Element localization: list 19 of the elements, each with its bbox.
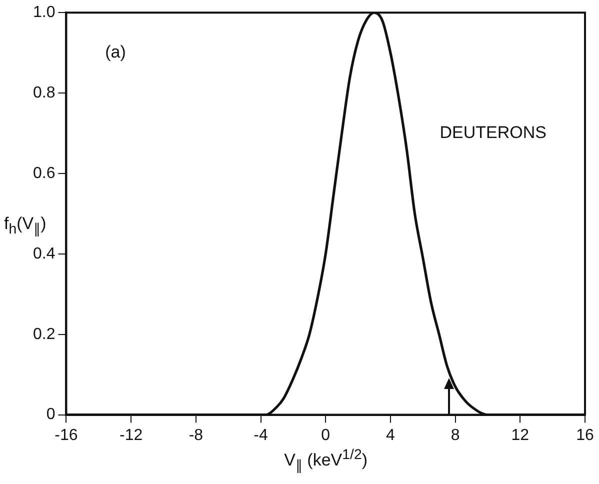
annotation: DEUTERONS [440, 122, 546, 142]
x-tick-label: 12 [511, 426, 530, 444]
y-tick-label: 0.8 [32, 84, 56, 102]
annotation: (a) [105, 42, 126, 62]
x-tick-label: -12 [120, 426, 143, 444]
x-tick-label: 16 [576, 426, 594, 444]
y-tick-label: 1.0 [32, 4, 56, 22]
y-axis-title: f$_{h}$(V$_{∥}$) [4, 214, 46, 238]
x-tick-label: 0 [321, 426, 330, 444]
y-tick-label: 0 [46, 406, 56, 424]
x-tick-label: -4 [254, 426, 268, 444]
x-tick-label: -8 [188, 426, 204, 444]
y-tick-label: 0.2 [32, 326, 56, 343]
y-tick-label: 0.4 [32, 245, 56, 262]
y-tick-label: 0.6 [32, 164, 56, 182]
x-tick-label: -16 [54, 426, 78, 444]
x-tick-label: 4 [386, 426, 396, 444]
x-axis-title: V$_{∥}$ (keV$^{1/2}$) [284, 446, 368, 474]
x-tick-label: 8 [450, 426, 460, 444]
